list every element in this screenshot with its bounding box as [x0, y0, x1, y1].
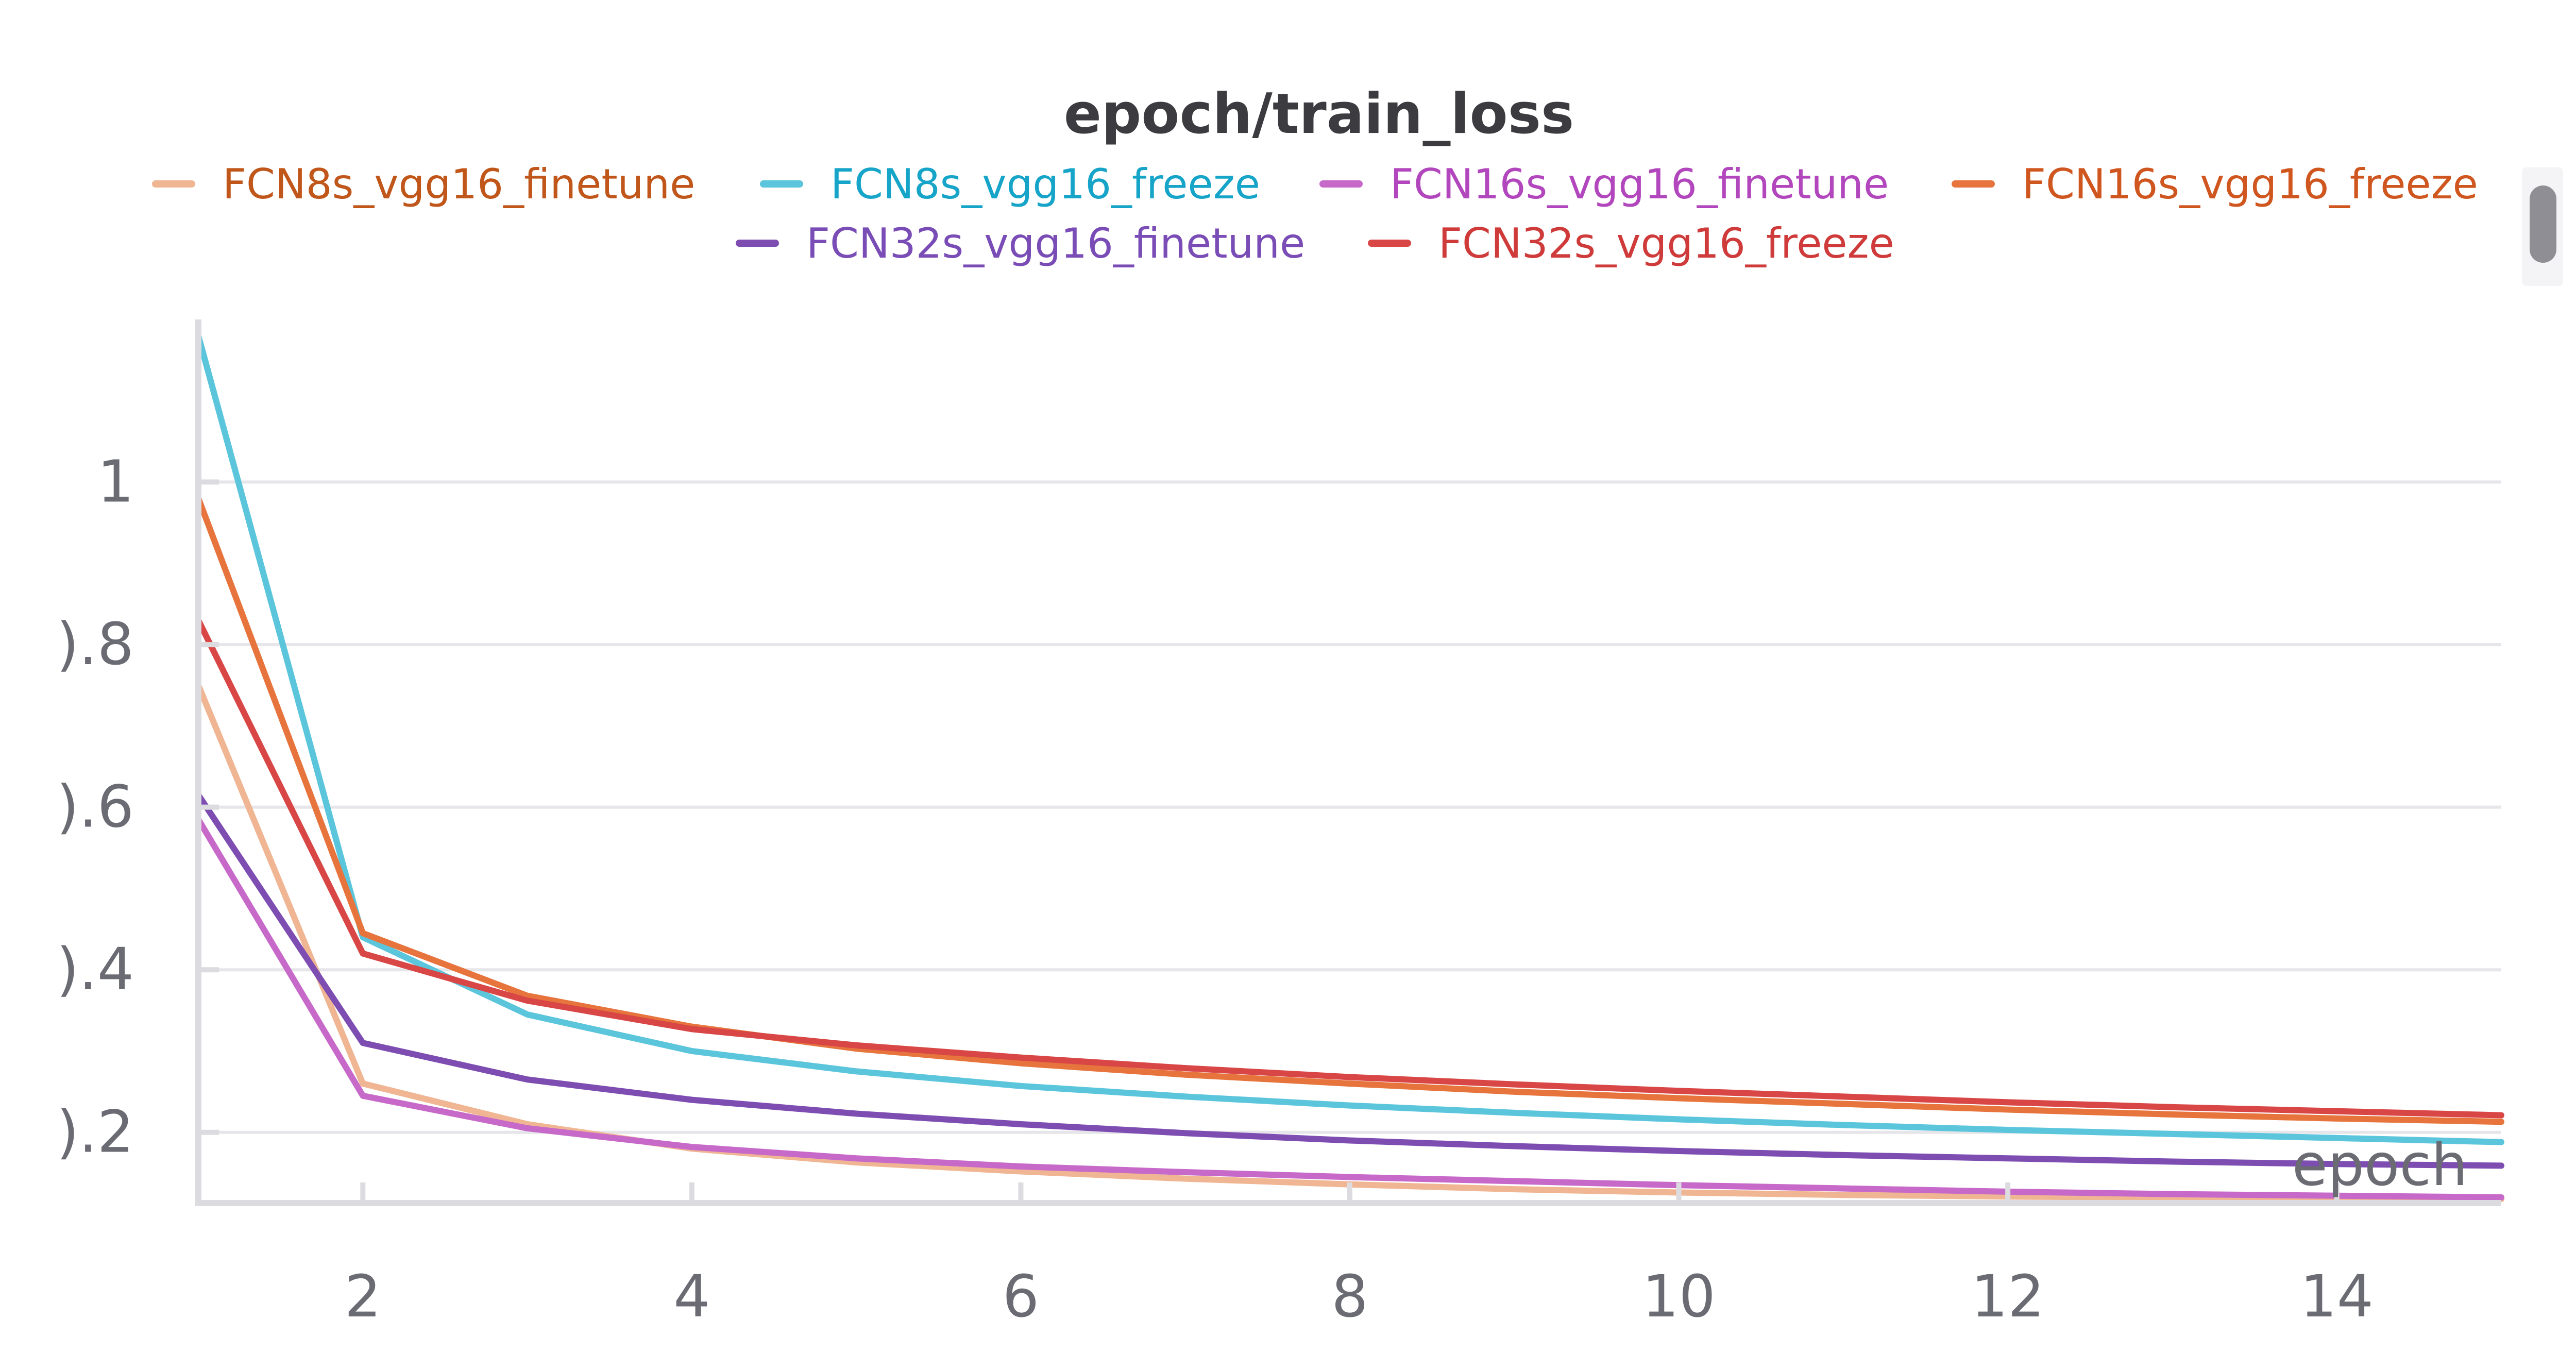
- tick-labels: 2 4 6 8 10 12 14 ).2 ).4 ).6 ).8 1: [56, 449, 2374, 1330]
- y-tick-label-2: ).6: [56, 774, 134, 841]
- series-line-FCN32s_vgg16_freeze[interactable]: [195, 617, 2504, 1119]
- y-tick-label-4: 1: [97, 449, 134, 516]
- legend-label: FCN32s_vgg16_finetune: [806, 219, 1305, 267]
- legend-item-FCN16s_vgg16_freeze[interactable]: FCN16s_vgg16_freeze: [1952, 160, 2478, 208]
- legend-item-FCN8s_vgg16_freeze[interactable]: FCN8s_vgg16_freeze: [760, 160, 1260, 208]
- series-line-FCN8s_vgg16_finetune[interactable]: [195, 682, 2504, 1203]
- y-tick-label-3: ).8: [56, 611, 134, 678]
- x-tick-label-4: 10: [1642, 1263, 1716, 1330]
- legend-label: FCN32s_vgg16_freeze: [1438, 219, 1894, 267]
- legend[interactable]: FCN8s_vgg16_finetune FCN8s_vgg16_freeze FC…: [152, 160, 2478, 267]
- series-line-FCN16s_vgg16_freeze[interactable]: [195, 495, 2504, 1125]
- series-line-FCN32s_vgg16_finetune[interactable]: [195, 791, 2504, 1169]
- legend-item-FCN32s_vgg16_finetune[interactable]: FCN32s_vgg16_finetune: [736, 219, 1305, 267]
- legend-label: FCN16s_vgg16_freeze: [2022, 160, 2478, 208]
- x-tick-label-3: 8: [1331, 1263, 1368, 1330]
- grid-lines: [198, 480, 2501, 1134]
- legend-item-FCN32s_vgg16_freeze[interactable]: FCN32s_vgg16_freeze: [1368, 219, 1894, 267]
- series-line-FCN8s_vgg16_freeze[interactable]: [195, 332, 2504, 1145]
- plot-area[interactable]: [195, 332, 2504, 1203]
- x-tick-label-6: 14: [2300, 1263, 2374, 1330]
- legend-label: FCN8s_vgg16_finetune: [223, 160, 695, 208]
- legend-label: FCN16s_vgg16_finetune: [1390, 160, 1889, 208]
- series-line-FCN16s_vgg16_finetune[interactable]: [195, 816, 2504, 1200]
- legend-item-FCN16s_vgg16_finetune[interactable]: FCN16s_vgg16_finetune: [1319, 160, 1889, 208]
- y-tick-label-0: ).2: [56, 1099, 134, 1166]
- x-tick-label-5: 12: [1971, 1263, 2045, 1330]
- legend-item-FCN8s_vgg16_finetune[interactable]: FCN8s_vgg16_finetune: [152, 160, 695, 208]
- legend-scrollbar[interactable]: [2522, 167, 2563, 286]
- x-tick-label-0: 2: [345, 1263, 381, 1330]
- chart-title: epoch/train_loss: [1064, 82, 1574, 146]
- x-axis-title: epoch: [2292, 1132, 2468, 1199]
- legend-scrollbar-thumb[interactable]: [2530, 185, 2556, 263]
- axes: [195, 319, 2501, 1206]
- legend-label: FCN8s_vgg16_freeze: [831, 160, 1260, 208]
- x-tick-label-1: 4: [673, 1263, 710, 1330]
- x-tick-label-2: 6: [1003, 1263, 1039, 1330]
- y-tick-label-1: ).4: [56, 936, 134, 1003]
